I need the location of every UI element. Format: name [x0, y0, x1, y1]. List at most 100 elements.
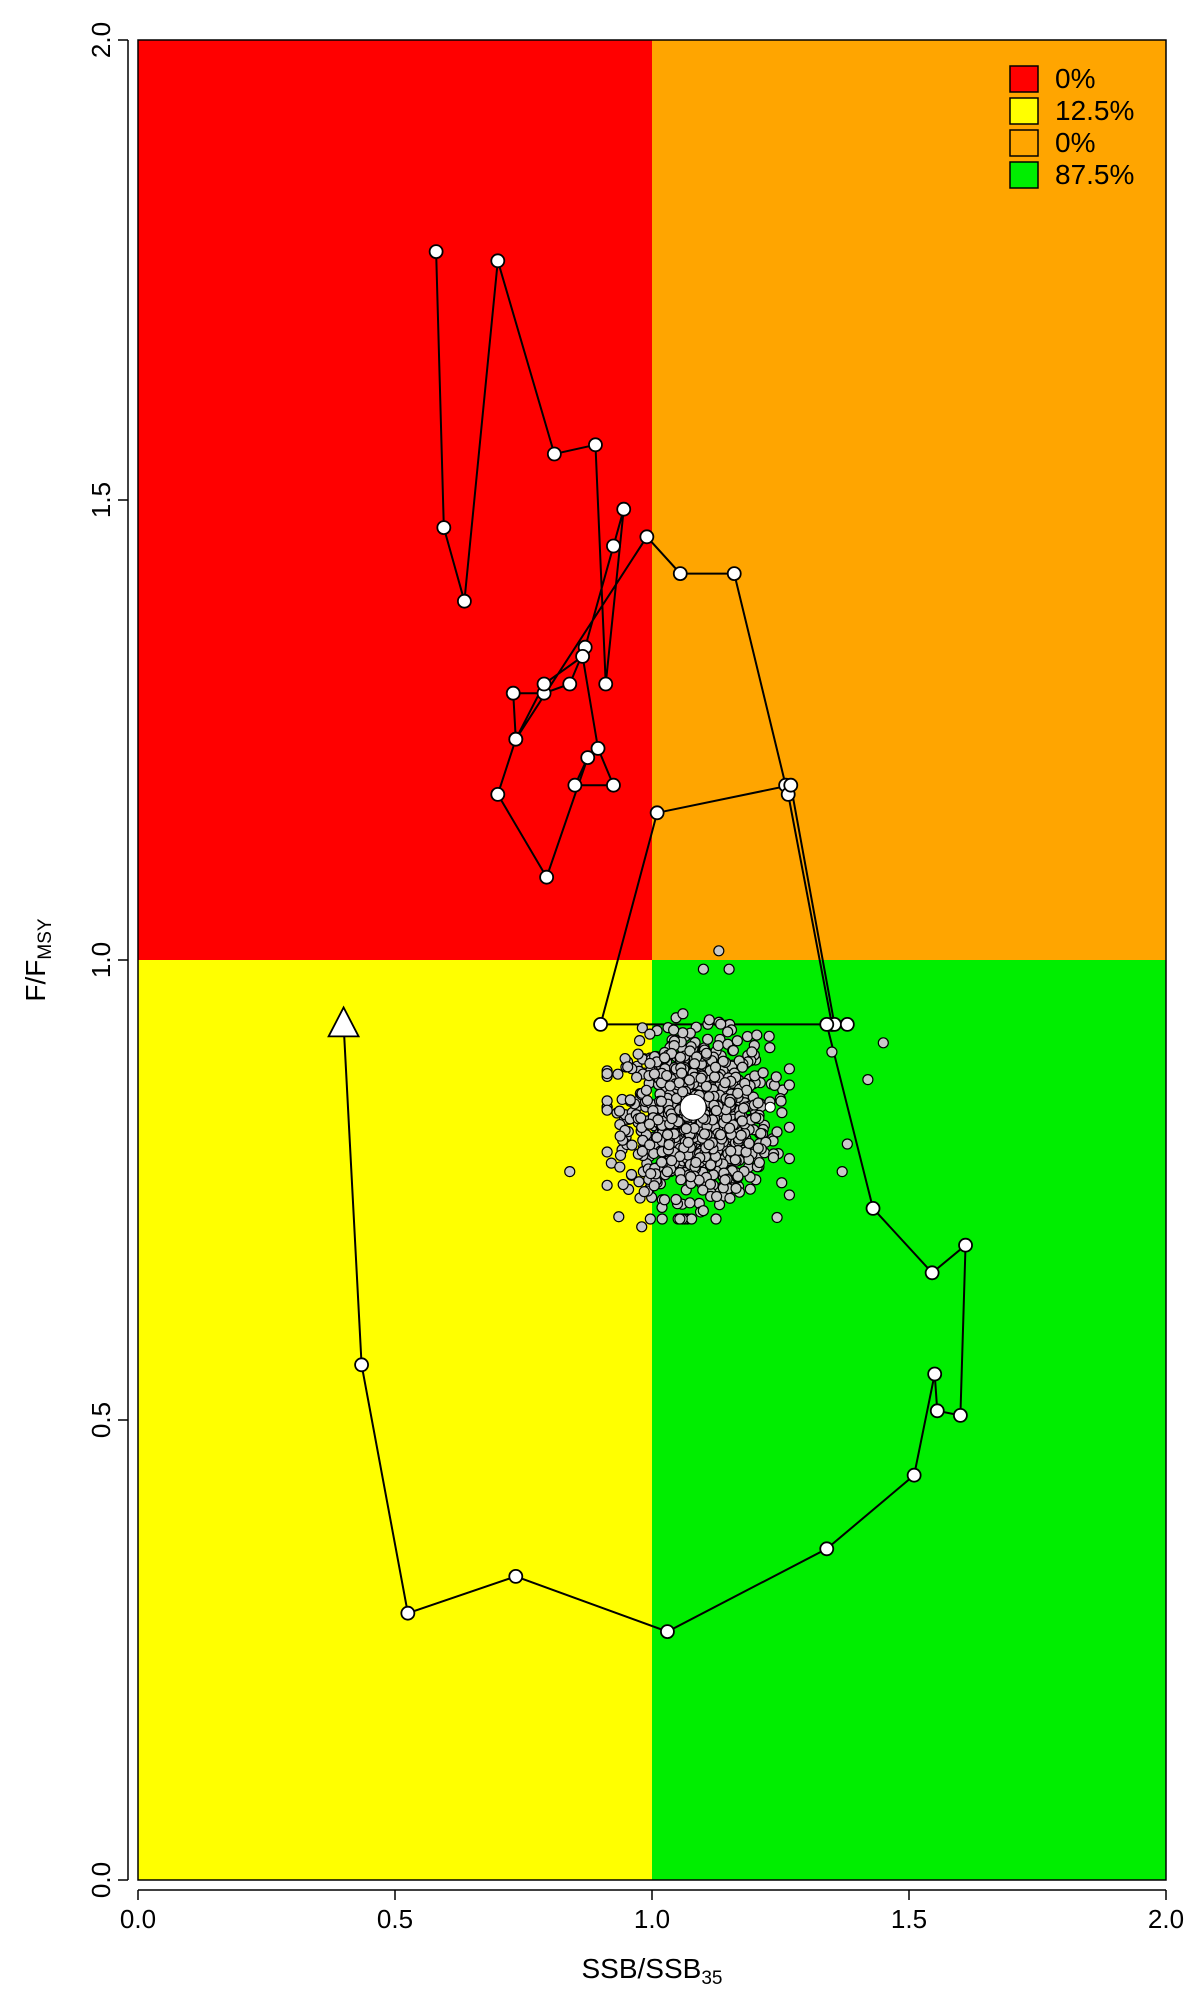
cloud-point — [770, 1071, 782, 1083]
trajectory-point — [865, 1201, 881, 1216]
start-triangle-marker — [327, 1005, 361, 1038]
trajectory-point — [590, 741, 606, 756]
trajectory-point — [562, 676, 578, 692]
cloud-point — [741, 1030, 754, 1043]
trajectory-point — [436, 520, 452, 535]
trajectory-point — [546, 446, 562, 462]
cloud-point — [645, 1167, 657, 1180]
legend: 0%12.5%0%87.5% — [1009, 63, 1134, 190]
legend-swatch — [1009, 161, 1039, 189]
trajectory-point — [660, 1624, 675, 1639]
cloud-point — [752, 1097, 764, 1109]
cloud-point — [710, 1105, 723, 1117]
cloud-point — [783, 1079, 796, 1091]
trajectory-point — [567, 777, 583, 793]
y-axis: 0.0 0.5 1.0 1.5 2.0 — [86, 22, 129, 1898]
cloud-point — [725, 1145, 737, 1157]
quadrant-overfished-and-overfishing — [138, 40, 652, 960]
cloud-point — [601, 1146, 613, 1158]
cloud-point — [746, 1046, 758, 1058]
cloud-point — [735, 1129, 747, 1141]
trajectory-point — [929, 1403, 945, 1419]
y-tick-label: 1.0 — [86, 942, 116, 978]
cloud-point — [771, 1211, 783, 1224]
cloud-point — [776, 1177, 788, 1189]
trajectory-point — [400, 1605, 416, 1621]
cloud-point — [624, 1094, 636, 1106]
plot-frame — [137, 39, 1167, 1881]
cloud-point — [626, 1139, 638, 1151]
cloud-point — [767, 1151, 780, 1164]
cloud-point — [661, 1128, 674, 1141]
y-tick-label: 0.0 — [86, 1862, 116, 1898]
cloud-point — [666, 1112, 678, 1125]
trajectory-point — [598, 676, 614, 692]
legend-label: 0% — [1055, 127, 1095, 158]
cloud-point — [724, 1122, 736, 1134]
cloud-point — [688, 1058, 701, 1070]
cloud-point — [732, 1170, 744, 1183]
trajectory-point — [508, 1569, 524, 1584]
cloud-point — [613, 1105, 626, 1117]
cloud-point — [635, 1112, 647, 1124]
cloud-point — [617, 1178, 629, 1191]
legend-swatch — [1009, 65, 1039, 93]
cloud-point — [715, 1018, 727, 1030]
cloud-point — [625, 1168, 638, 1181]
cloud-point — [676, 1067, 688, 1079]
cloud-point — [683, 1074, 695, 1086]
x-axis-title-sub: 35 — [701, 1968, 722, 1989]
trajectory-point — [536, 676, 552, 692]
cloud-point — [757, 1067, 769, 1079]
x-axis-title-main: SSB/SSB — [582, 1953, 702, 1984]
cloud-point — [764, 1042, 776, 1054]
legend-label: 12.5% — [1055, 95, 1134, 126]
cloud-point — [698, 1128, 711, 1140]
x-tick-label: 2.0 — [1148, 1904, 1184, 1934]
alt-status-marker — [764, 1101, 776, 1113]
cloud-point — [755, 1127, 767, 1140]
cloud-point — [636, 1022, 648, 1034]
cloud-point — [614, 1130, 626, 1142]
cloud-point — [614, 1149, 627, 1162]
current-status-marker — [679, 1093, 707, 1121]
y-tick-label: 1.5 — [86, 482, 116, 518]
cloud-point — [651, 1131, 663, 1143]
cloud-outlier-point — [723, 963, 735, 975]
cloud-point — [736, 1115, 748, 1127]
y-axis-title-main: F/F — [20, 960, 51, 1002]
trajectory-point — [639, 529, 655, 545]
cloud-point — [722, 1026, 734, 1038]
legend-label: 0% — [1055, 63, 1095, 94]
x-tick-label: 1.5 — [891, 1904, 927, 1934]
cloud-point — [661, 1166, 673, 1178]
quadrant-backgrounds — [138, 40, 1166, 1880]
cloud-point — [622, 1061, 634, 1073]
legend-label: 87.5% — [1055, 159, 1134, 190]
cloud-point — [656, 1213, 668, 1225]
trajectory-point — [958, 1237, 973, 1253]
legend-swatch — [1009, 129, 1039, 157]
y-tick-label: 2.0 — [86, 22, 116, 58]
trajectory-point — [819, 1541, 835, 1557]
cloud-point — [724, 1192, 736, 1204]
cloud-point — [737, 1102, 750, 1114]
trajectory-point — [839, 1017, 855, 1032]
trajectory-point — [505, 685, 521, 701]
cloud-outlier-point — [836, 1165, 848, 1178]
cloud-point — [631, 1071, 643, 1083]
y-axis-title: F/FMSY — [20, 918, 56, 1002]
cloud-point — [601, 1067, 613, 1080]
x-axis-title: SSB/SSB35 — [582, 1953, 723, 1989]
cloud-point — [680, 1123, 692, 1135]
cloud-point — [674, 1213, 686, 1225]
cloud-point — [783, 1121, 796, 1133]
cloud-point — [634, 1035, 646, 1047]
cloud-point — [632, 1048, 644, 1060]
cloud-point — [613, 1211, 625, 1223]
trajectory-point — [580, 750, 596, 765]
cloud-outlier-point — [697, 963, 710, 975]
cloud-point — [719, 1077, 731, 1089]
trajectory-point — [924, 1265, 940, 1281]
cloud-point — [711, 1190, 723, 1203]
